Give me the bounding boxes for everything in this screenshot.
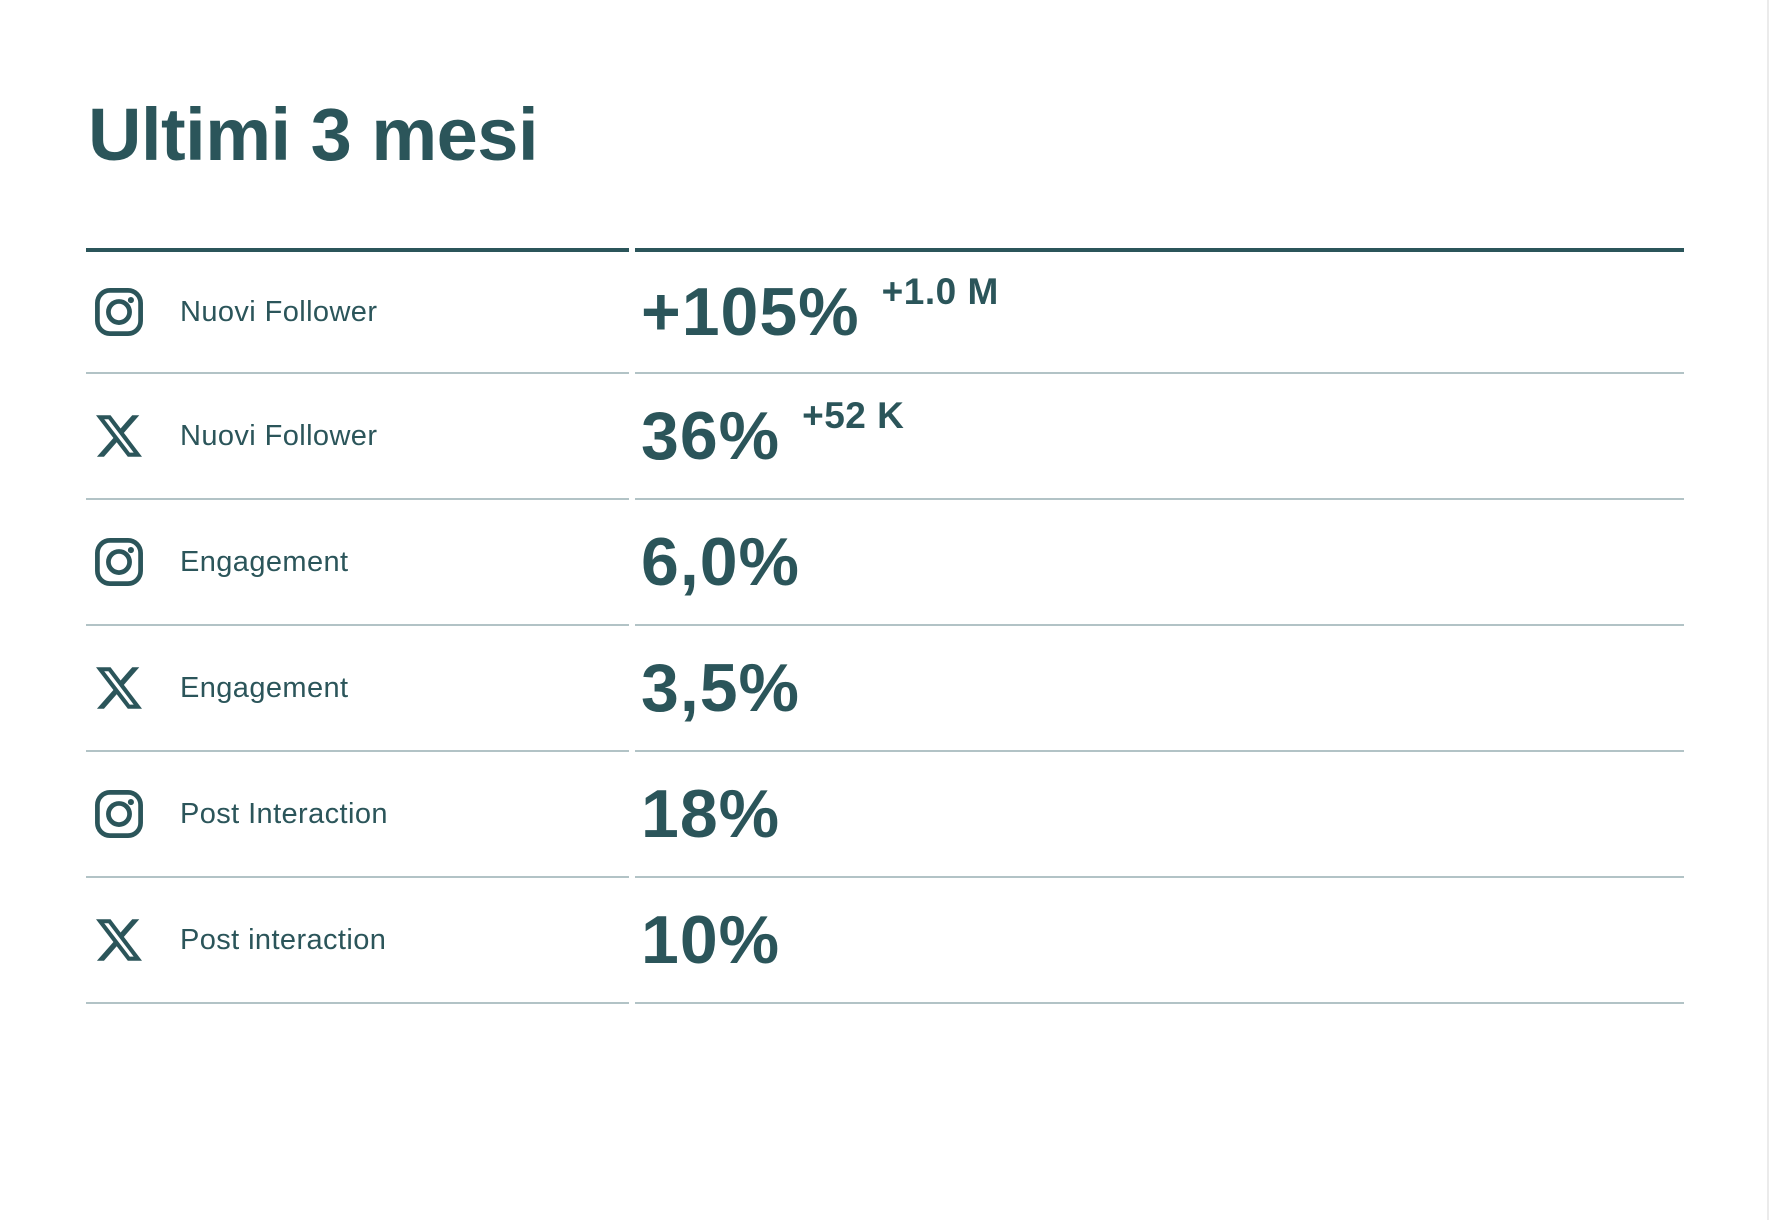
metric-value: 10% [641, 902, 781, 978]
metric-label: Nuovi Follower [180, 419, 378, 452]
table-row: Post Interaction 18% [86, 752, 1684, 878]
table-row: Engagement 6,0% [86, 500, 1684, 626]
value-cell: 36% +52 K [635, 374, 1684, 500]
metric-value: 36% [641, 398, 781, 474]
metric-cell: Post Interaction [86, 752, 629, 878]
value-cell: 18% [635, 752, 1684, 878]
page-title: Ultimi 3 mesi [88, 93, 539, 176]
metric-cell: Nuovi Follower [86, 248, 629, 374]
x-logo-icon [90, 413, 148, 459]
x-logo-icon [90, 917, 148, 963]
table-row: Post interaction 10% [86, 878, 1684, 1004]
stats-table: Nuovi Follower +105% +1.0 M Nuovi Follow… [86, 248, 1684, 1004]
metric-label: Engagement [180, 545, 349, 578]
table-row: Nuovi Follower 36% +52 K [86, 374, 1684, 500]
value-cell: +105% +1.0 M [635, 248, 1684, 374]
metric-value: 18% [641, 776, 781, 852]
x-logo-icon [90, 665, 148, 711]
table-row: Engagement 3,5% [86, 626, 1684, 752]
metric-value: 6,0% [641, 524, 800, 600]
metric-label: Nuovi Follower [180, 295, 378, 328]
metric-label: Post interaction [180, 923, 387, 956]
metric-value: +105% [641, 274, 860, 350]
metric-cell: Engagement [86, 500, 629, 626]
instagram-icon [90, 285, 148, 339]
right-edge-line [1767, 0, 1769, 1220]
table-row: Nuovi Follower +105% +1.0 M [86, 248, 1684, 374]
metric-label: Post Interaction [180, 797, 388, 830]
metric-cell: Post interaction [86, 878, 629, 1004]
metric-label: Engagement [180, 671, 349, 704]
value-cell: 3,5% [635, 626, 1684, 752]
metric-cell: Engagement [86, 626, 629, 752]
instagram-icon [90, 535, 148, 589]
metric-value: 3,5% [641, 650, 800, 726]
value-cell: 6,0% [635, 500, 1684, 626]
metric-delta: +52 K [802, 395, 905, 436]
metric-delta: +1.0 M [881, 271, 999, 312]
metric-cell: Nuovi Follower [86, 374, 629, 500]
instagram-icon [90, 787, 148, 841]
value-cell: 10% [635, 878, 1684, 1004]
